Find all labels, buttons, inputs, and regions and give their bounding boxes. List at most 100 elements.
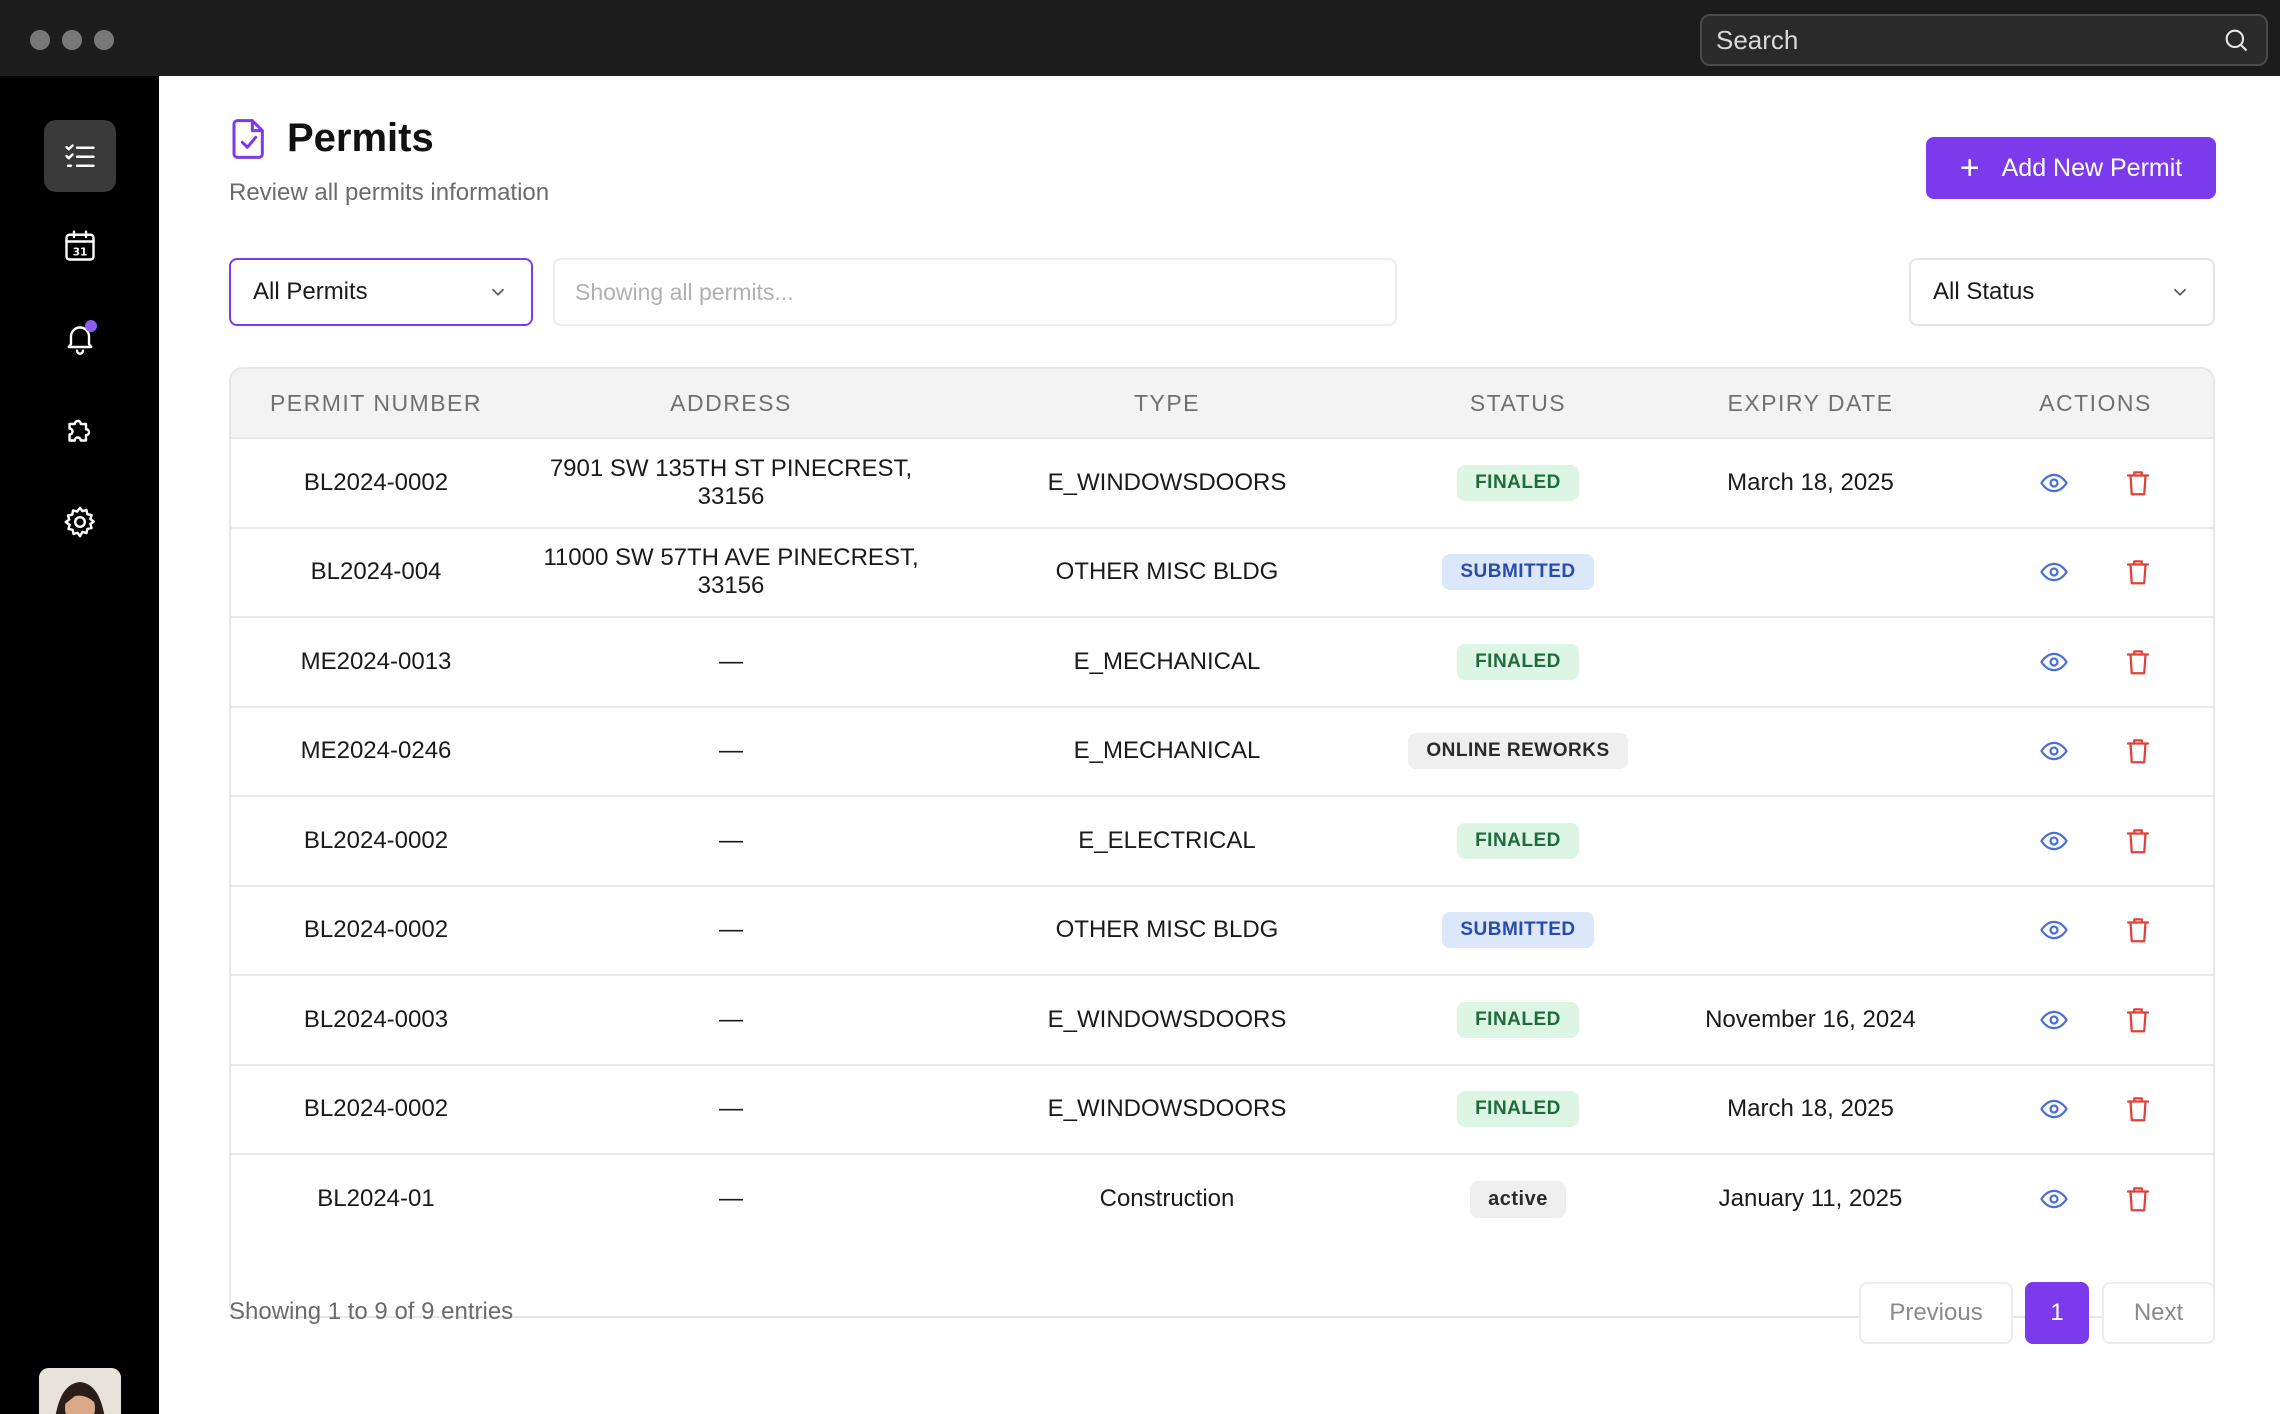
- view-permit-button[interactable]: [2037, 734, 2071, 768]
- trash-icon: [2126, 560, 2149, 585]
- cell-permit-number: BL2024-0002: [231, 885, 521, 976]
- bell-icon: [67, 326, 93, 355]
- trash-icon: [2126, 1008, 2149, 1033]
- calendar-icon: 31: [65, 230, 95, 261]
- column-header-status[interactable]: STATUS: [1393, 369, 1643, 439]
- status-badge: ONLINE REWORKS: [1408, 733, 1628, 770]
- cell-address: —: [521, 975, 941, 1066]
- cell-actions: [1978, 885, 2213, 976]
- status-badge: FINALED: [1457, 822, 1579, 859]
- view-permit-button[interactable]: [2037, 555, 2071, 589]
- trash-icon: [2126, 650, 2149, 675]
- cell-address: —: [719, 1185, 743, 1213]
- sidebar-item-notifications[interactable]: [44, 302, 116, 374]
- entries-summary: Showing 1 to 9 of 9 entries: [229, 1298, 514, 1325]
- puzzle-icon: [68, 419, 91, 442]
- table-row[interactable]: BL2024-0003 — E_WINDOWSDOORS FINALED Nov…: [231, 975, 2213, 1066]
- cell-address: —: [521, 796, 941, 887]
- delete-permit-button[interactable]: [2121, 1092, 2155, 1126]
- column-header-expiry-date[interactable]: EXPIRY DATE: [1643, 369, 1978, 439]
- delete-permit-button[interactable]: [2121, 645, 2155, 679]
- main-content: Permits Review all permits information +…: [159, 76, 2280, 1414]
- cell-status: FINALED: [1393, 975, 1643, 1066]
- view-permit-button[interactable]: [2037, 1182, 2071, 1216]
- delete-permit-button[interactable]: [2121, 734, 2155, 768]
- add-new-permit-button[interactable]: + Add New Permit: [1926, 137, 2216, 199]
- global-search-input[interactable]: [1716, 24, 2220, 56]
- cell-address: 7901 SW 135TH ST PINECREST, 33156: [521, 438, 941, 529]
- delete-permit-button[interactable]: [2121, 913, 2155, 947]
- column-header-address[interactable]: ADDRESS: [521, 369, 941, 439]
- permits-filter-select[interactable]: All Permits: [229, 258, 533, 326]
- delete-permit-button[interactable]: [2121, 1182, 2155, 1216]
- cell-permit-number: ME2024-0013: [231, 617, 521, 708]
- sidebar-item-calendar[interactable]: 31: [44, 210, 116, 282]
- view-permit-button[interactable]: [2037, 645, 2071, 679]
- cell-actions: [1978, 706, 2213, 797]
- cell-status: FINALED: [1393, 1064, 1643, 1155]
- trash-icon: [2126, 1097, 2149, 1122]
- view-permit-button[interactable]: [2037, 913, 2071, 947]
- trash-icon: [2126, 471, 2149, 496]
- table-row[interactable]: BL2024-01 — Construction active January …: [231, 1154, 2213, 1244]
- trash-icon: [2126, 918, 2149, 943]
- cell-status: active: [1393, 1154, 1643, 1244]
- cell-type: OTHER MISC BLDG: [941, 885, 1393, 976]
- pagination-page-button[interactable]: 1: [2025, 1282, 2089, 1344]
- view-permit-button[interactable]: [2037, 1003, 2071, 1037]
- delete-permit-button[interactable]: [2121, 555, 2155, 589]
- status-badge: FINALED: [1457, 464, 1579, 501]
- column-header-permit-number[interactable]: PERMIT NUMBER: [231, 369, 521, 439]
- page-subtitle: Review all permits information: [229, 179, 550, 206]
- delete-permit-button[interactable]: [2121, 466, 2155, 500]
- cell-type: E_WINDOWSDOORS: [941, 975, 1393, 1066]
- calendar-day: 31: [73, 246, 88, 258]
- table-row[interactable]: BL2024-0002 — E_ELECTRICAL FINALED: [231, 796, 2213, 887]
- trash-icon: [2126, 739, 2149, 764]
- title-bar: [0, 0, 2280, 76]
- pagination-previous-button[interactable]: Previous: [1859, 1282, 2013, 1344]
- table-row[interactable]: BL2024-004 11000 SW 57TH AVE PINECREST, …: [231, 527, 2213, 618]
- cell-type: E_WINDOWSDOORS: [941, 438, 1393, 529]
- view-permit-button[interactable]: [2037, 824, 2071, 858]
- maximize-window-dot[interactable]: [94, 30, 114, 50]
- delete-permit-button[interactable]: [2121, 1003, 2155, 1037]
- eye-icon: [2039, 652, 2068, 672]
- permit-search-input[interactable]: [553, 258, 1397, 326]
- cell-type: E_MECHANICAL: [941, 706, 1393, 797]
- pagination-next-button[interactable]: Next: [2102, 1282, 2215, 1344]
- cell-address: —: [521, 1064, 941, 1155]
- status-badge: FINALED: [1457, 1001, 1579, 1038]
- cell-expiry-date: November 16, 2024: [1643, 975, 1978, 1066]
- view-permit-button[interactable]: [2037, 466, 2071, 500]
- search-icon[interactable]: [2220, 24, 2252, 56]
- add-new-permit-label: Add New Permit: [2001, 153, 2183, 182]
- view-permit-button[interactable]: [2037, 1092, 2071, 1126]
- column-header-type[interactable]: TYPE: [941, 369, 1393, 439]
- status-badge: SUBMITTED: [1442, 912, 1594, 949]
- table-row[interactable]: BL2024-0002 — OTHER MISC BLDG SUBMITTED: [231, 885, 2213, 976]
- sidebar-item-extensions[interactable]: [44, 394, 116, 466]
- sidebar-item-settings[interactable]: [44, 486, 116, 558]
- user-avatar[interactable]: [39, 1368, 121, 1414]
- cell-address: —: [521, 885, 941, 976]
- status-filter-select[interactable]: All Status: [1909, 258, 2215, 326]
- eye-icon: [2039, 1010, 2068, 1030]
- table-row[interactable]: ME2024-0246 — E_MECHANICAL ONLINE REWORK…: [231, 706, 2213, 797]
- close-window-dot[interactable]: [30, 30, 50, 50]
- cell-expiry-date: [1643, 796, 1978, 887]
- cell-actions: [1978, 527, 2213, 618]
- cell-actions: [1978, 438, 2213, 529]
- minimize-window-dot[interactable]: [62, 30, 82, 50]
- notification-dot: [85, 320, 97, 332]
- delete-permit-button[interactable]: [2121, 824, 2155, 858]
- table-body: BL2024-0002 7901 SW 135TH ST PINECREST, …: [231, 438, 2213, 1244]
- table-row[interactable]: BL2024-0002 — E_WINDOWSDOORS FINALED Mar…: [231, 1064, 2213, 1155]
- trash-icon: [2126, 829, 2149, 854]
- gear-icon: [64, 506, 95, 538]
- plus-icon: +: [1959, 149, 1980, 187]
- table-row[interactable]: ME2024-0013 — E_MECHANICAL FINALED: [231, 617, 2213, 708]
- sidebar-item-tasks[interactable]: [44, 120, 116, 192]
- cell-address: —: [521, 706, 941, 797]
- table-row[interactable]: BL2024-0002 7901 SW 135TH ST PINECREST, …: [231, 438, 2213, 529]
